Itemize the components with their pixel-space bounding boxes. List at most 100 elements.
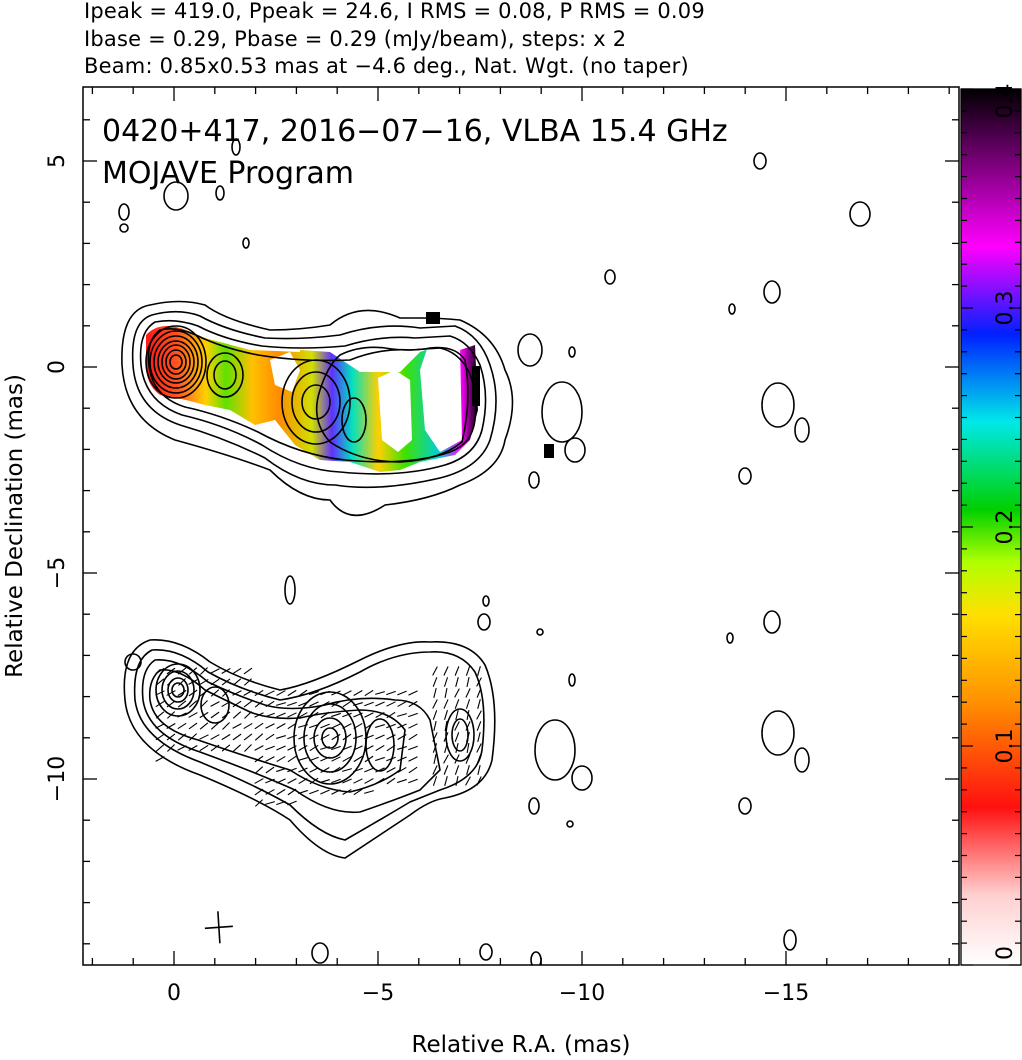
polarization-vector bbox=[466, 765, 470, 775]
contour-line bbox=[148, 669, 406, 793]
polarization-vector bbox=[265, 745, 275, 751]
contour-line bbox=[215, 185, 225, 201]
polarization-vector bbox=[221, 678, 231, 686]
polarization-vector bbox=[364, 689, 374, 697]
polarization-vector bbox=[477, 732, 481, 742]
contour-line bbox=[301, 384, 331, 420]
polarization-vector bbox=[465, 721, 471, 731]
polarization-vector bbox=[188, 745, 198, 751]
polarization-vector bbox=[454, 765, 460, 775]
polarization-vector bbox=[232, 744, 242, 752]
polarization-vector bbox=[320, 701, 330, 707]
polarization-vector bbox=[444, 720, 448, 732]
contour-line bbox=[118, 203, 130, 221]
polarization-gap bbox=[270, 352, 300, 392]
contour-line bbox=[139, 319, 487, 475]
polarization-vector bbox=[254, 722, 264, 730]
polarization-vector bbox=[254, 689, 264, 697]
polarization-vector bbox=[166, 667, 176, 675]
polarization-vector bbox=[265, 700, 275, 708]
polarization-vector bbox=[221, 668, 231, 674]
polarization-vector bbox=[244, 711, 252, 719]
contour-line bbox=[213, 360, 237, 390]
polarization-vector bbox=[309, 723, 319, 729]
polarization-vector bbox=[465, 666, 471, 676]
polarization-vector bbox=[276, 690, 286, 696]
axis-ticks bbox=[83, 87, 959, 965]
polarization-vector bbox=[221, 700, 231, 708]
polarization-vector bbox=[232, 700, 242, 708]
polarization-vector bbox=[276, 755, 286, 763]
beam-marker bbox=[204, 911, 233, 944]
polarization-vector bbox=[287, 767, 297, 773]
colorbar-tick-labels: 0 0.1 0.2 0.3 0.4 bbox=[993, 84, 1018, 961]
contour-line bbox=[451, 718, 469, 752]
polarization-vector bbox=[155, 690, 165, 696]
polarization-vector bbox=[375, 701, 385, 707]
polarization-vector bbox=[353, 767, 363, 773]
polarization-vector bbox=[353, 745, 363, 751]
polarization-vector bbox=[397, 778, 407, 784]
polarization-vector bbox=[155, 756, 165, 762]
x-axis-label: Relative R.A. (mas) bbox=[412, 1032, 631, 1058]
polarization-vector bbox=[477, 699, 481, 709]
polarization-vector bbox=[432, 765, 438, 775]
polarization-vector bbox=[342, 723, 352, 729]
contour-line bbox=[131, 310, 497, 489]
polarization-vector bbox=[342, 789, 352, 795]
polarization-vector bbox=[155, 723, 165, 729]
contour-line bbox=[124, 653, 142, 671]
polarization-vector bbox=[342, 712, 352, 718]
contour-line bbox=[157, 340, 195, 384]
contour-line bbox=[161, 344, 191, 380]
contour-line bbox=[794, 747, 810, 773]
contour-line bbox=[313, 717, 347, 759]
polarization-vector bbox=[331, 756, 341, 762]
polarization-vector bbox=[320, 767, 330, 773]
polarization-vector bbox=[476, 776, 482, 786]
polarization-vector bbox=[177, 733, 187, 741]
polarization-vector bbox=[353, 778, 363, 784]
polarization-vector bbox=[455, 743, 459, 753]
contour-line bbox=[761, 382, 795, 428]
polarization-vector bbox=[364, 767, 374, 773]
colorbar-tick-label: 0.2 bbox=[993, 510, 1018, 545]
polarization-vector bbox=[375, 767, 385, 773]
y-tick-label: 0 bbox=[45, 360, 70, 374]
polarization-vector bbox=[309, 789, 319, 795]
polarization-vector bbox=[287, 755, 297, 763]
polarization-vector bbox=[287, 712, 297, 718]
contour-line bbox=[445, 708, 475, 762]
polarization-vector bbox=[364, 778, 374, 784]
polarization-vector bbox=[221, 711, 231, 719]
polarization-vector bbox=[454, 688, 460, 698]
polarization-vector bbox=[320, 723, 330, 729]
chart-annotation-source: 0420+417, 2016−07−16, VLBA 15.4 GHz bbox=[102, 114, 728, 149]
contour-line bbox=[568, 346, 576, 358]
polarization-vector bbox=[276, 723, 286, 729]
polarization-vector bbox=[244, 744, 252, 752]
contour-line bbox=[528, 471, 540, 489]
polarization-vector bbox=[432, 666, 438, 676]
contour-line bbox=[341, 397, 367, 443]
y-axis-label: Relative Declination (mas) bbox=[2, 374, 28, 678]
polarization-vector bbox=[155, 711, 165, 719]
polarization-vector bbox=[199, 711, 209, 719]
polarization-vector bbox=[331, 712, 341, 718]
contour-line bbox=[477, 613, 491, 631]
polarization-vector bbox=[232, 723, 242, 729]
polarization-vector bbox=[433, 688, 437, 698]
polarization-vector bbox=[287, 788, 297, 796]
polarization-vector bbox=[254, 788, 264, 796]
polarization-vector bbox=[178, 678, 186, 686]
contour-line bbox=[321, 727, 339, 749]
polarization-vectors bbox=[155, 666, 482, 807]
polarization-vector bbox=[466, 676, 470, 688]
polarization-vector bbox=[309, 711, 319, 719]
contour-line bbox=[291, 371, 341, 433]
polarization-vector bbox=[364, 722, 374, 730]
polarization-vector bbox=[443, 732, 449, 742]
polarization-vector bbox=[200, 700, 208, 708]
polarization-vector bbox=[408, 723, 418, 729]
polarization-vector bbox=[188, 689, 198, 697]
